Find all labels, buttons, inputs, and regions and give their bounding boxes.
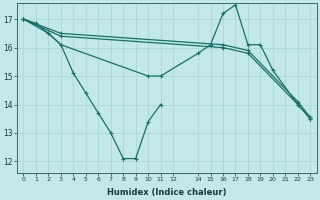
X-axis label: Humidex (Indice chaleur): Humidex (Indice chaleur) — [107, 188, 227, 197]
